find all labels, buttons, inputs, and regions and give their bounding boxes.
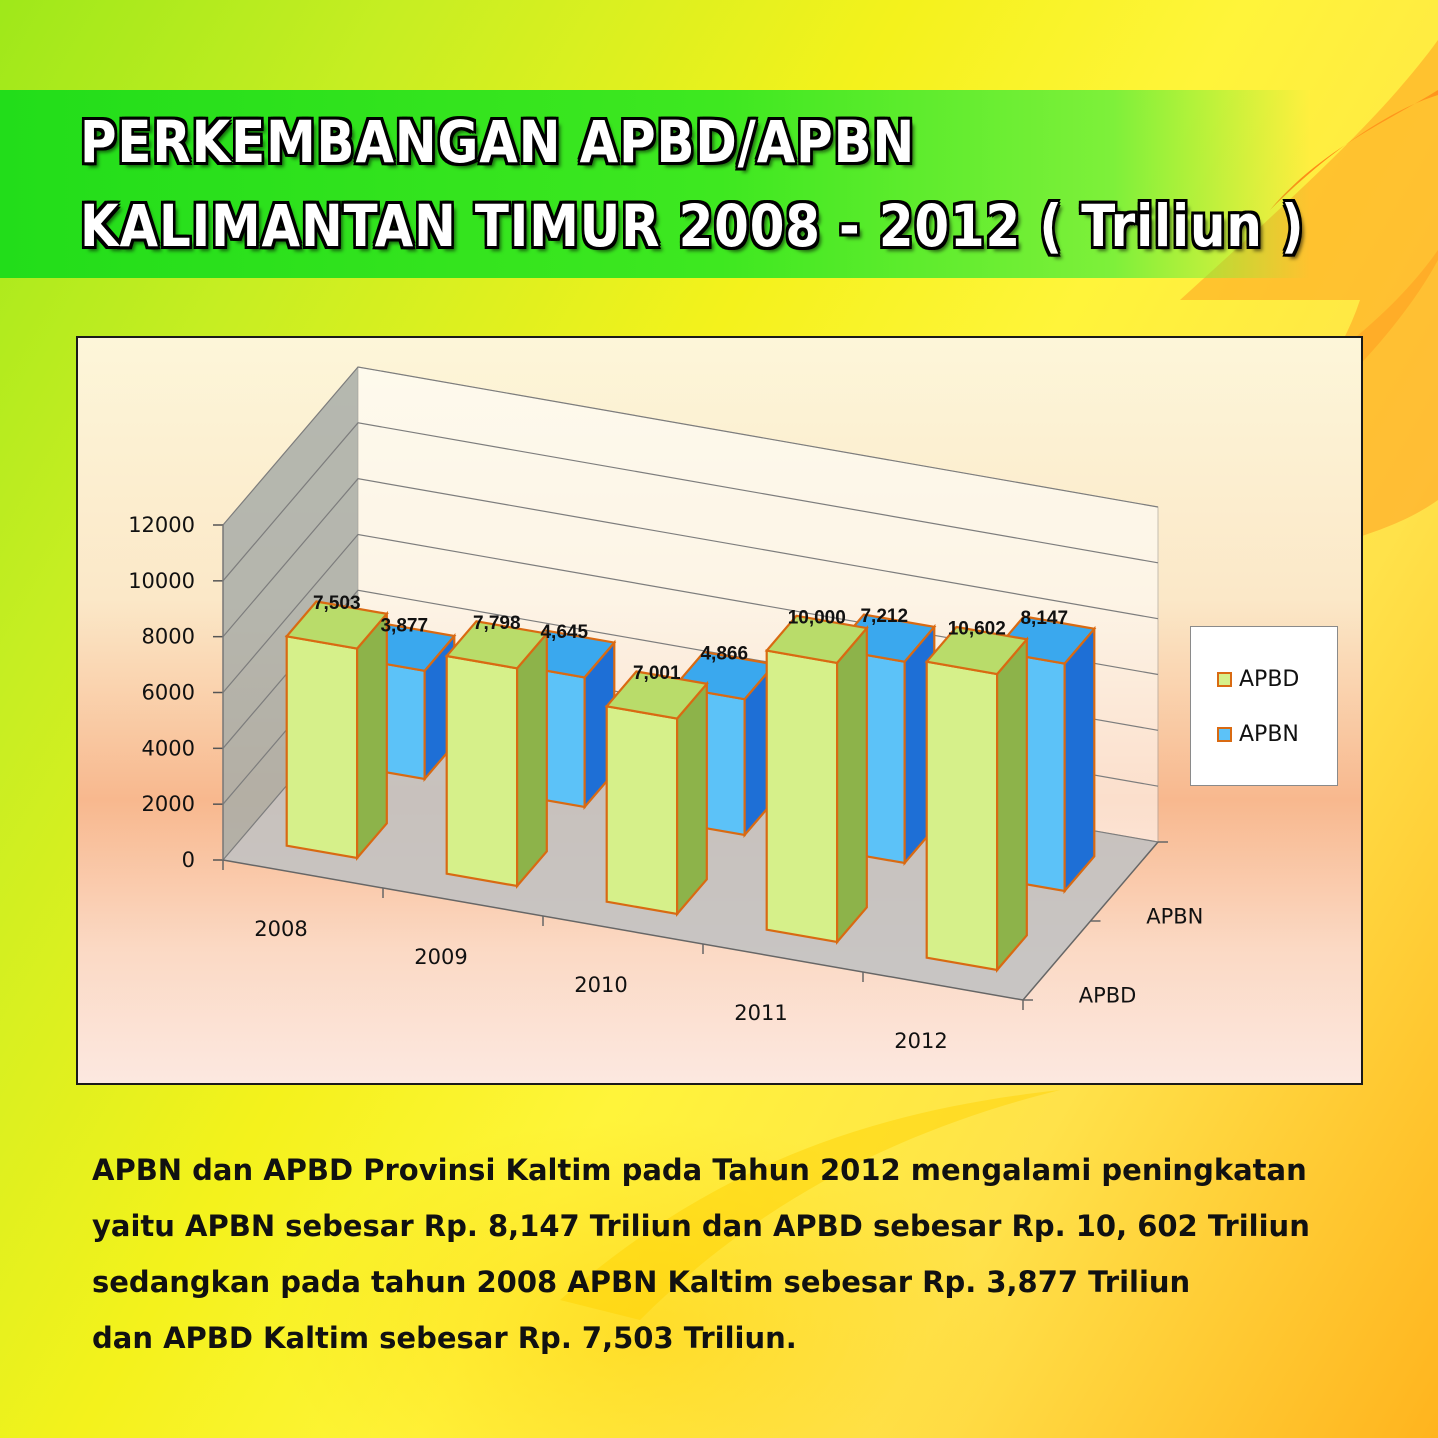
- gridline: [222, 366, 1159, 526]
- bar-side-face: [356, 610, 388, 861]
- summary-text: APBN dan APBD Provinsi Kaltim pada Tahun…: [92, 1142, 1392, 1366]
- y-tick-label: 10000: [128, 569, 195, 593]
- bar-front-face: [765, 649, 839, 944]
- bar-apbd-2009: [444, 620, 549, 889]
- bar-front-face: [605, 704, 679, 916]
- y-tick-label: 12000: [128, 513, 195, 537]
- bar-apbd-2010: [604, 670, 709, 917]
- chart-legend: APBD APBN: [1190, 626, 1338, 786]
- bar-chart-3d: 0 2000 4000 6000 8000 10000 12000 2008 2009 2010 2…: [128, 366, 1203, 1053]
- bar-side-face: [675, 680, 708, 917]
- summary-line-4: dan APBD Kaltim sebesar Rp. 7,503 Triliu…: [92, 1321, 797, 1355]
- summary-line-3: sedangkan pada tahun 2008 APBN Kaltim se…: [92, 1265, 1191, 1299]
- chart-axes: [213, 524, 1168, 1010]
- title-line-1: PERKEMBANGAN APBD/APBN: [80, 108, 916, 176]
- bar-side-face: [1063, 625, 1096, 894]
- legend-swatch-apbd: [1217, 672, 1232, 687]
- bar-apbn-2009-label: 4,645: [540, 622, 588, 643]
- depth-label: APBD: [1079, 984, 1137, 1008]
- bar-side-face: [516, 630, 548, 889]
- bar-apbn-2010-label: 4,866: [700, 644, 748, 665]
- gridline: [222, 478, 1159, 638]
- bar-side-face: [995, 636, 1028, 973]
- bar-front-face: [445, 654, 519, 888]
- bar-front-face: [925, 660, 999, 972]
- bar-apbd-2011-label: 10,000: [788, 607, 846, 628]
- bar-apbd-2008-label: 7,503: [313, 593, 361, 614]
- y-tick-label: 6000: [142, 681, 195, 705]
- chart-frame: 0 2000 4000 6000 8000 10000 12000 2008 2009 2010 2…: [76, 336, 1363, 1085]
- x-tick-label: 2008: [254, 917, 307, 941]
- gridline: [222, 422, 1159, 582]
- chart-labels: 0 2000 4000 6000 8000 10000 12000 2008 2009 2010 2…: [128, 513, 1203, 1053]
- bar-apbd-2009-label: 7,798: [473, 613, 521, 634]
- x-tick-label: 2011: [734, 1001, 787, 1025]
- bar-apbd-2012-label: 10,602: [948, 619, 1006, 640]
- bar-apbn-2012-label: 8,147: [1020, 608, 1068, 629]
- bar-top-face: [284, 600, 389, 650]
- legend-swatch-apbn: [1217, 727, 1232, 742]
- bar-apbn-2011-label: 7,212: [860, 606, 908, 627]
- legend-item-apbd: APBD: [1217, 667, 1299, 692]
- bar-side-face: [835, 625, 868, 945]
- legend-label-apbn: APBN: [1239, 722, 1299, 747]
- x-axis-line: [222, 859, 1024, 1001]
- bar-apbn-2008-label: 3,877: [380, 615, 428, 636]
- summary-line-2: yaitu APBN sebesar Rp. 8,147 Triliun dan…: [92, 1209, 1310, 1243]
- y-tick-label: 2000: [142, 792, 195, 816]
- x-tick-label: 2012: [894, 1029, 947, 1053]
- bar-apbd-2008: [284, 600, 389, 861]
- x-tick-label: 2009: [414, 945, 467, 969]
- title-band: [0, 90, 1310, 278]
- bar-top-face: [924, 625, 1029, 676]
- bar-apbd-2011: [764, 614, 869, 945]
- legend-label-apbd: APBD: [1239, 667, 1300, 692]
- summary-line-1: APBN dan APBD Provinsi Kaltim pada Tahun…: [92, 1153, 1307, 1187]
- y-tick-label: 8000: [142, 625, 195, 649]
- bar-top-face: [604, 670, 709, 720]
- title-line-2: KALIMANTAN TIMUR 2008 - 2012 ( Triliun ): [80, 192, 1305, 260]
- depth-label: APBN: [1146, 905, 1203, 929]
- bar-apbd-2010-label: 7,001: [633, 663, 681, 684]
- bar-apbd-2012: [924, 625, 1029, 973]
- bar-front-face: [285, 634, 359, 860]
- chart-bars: [284, 600, 1097, 973]
- legend-item-apbn: APBN: [1217, 722, 1299, 747]
- bar-top-face: [764, 614, 869, 665]
- bar-top-face: [444, 620, 549, 670]
- y-tick-label: 4000: [142, 736, 195, 760]
- x-tick-label: 2010: [574, 973, 627, 997]
- y-tick-label: 0: [182, 848, 195, 872]
